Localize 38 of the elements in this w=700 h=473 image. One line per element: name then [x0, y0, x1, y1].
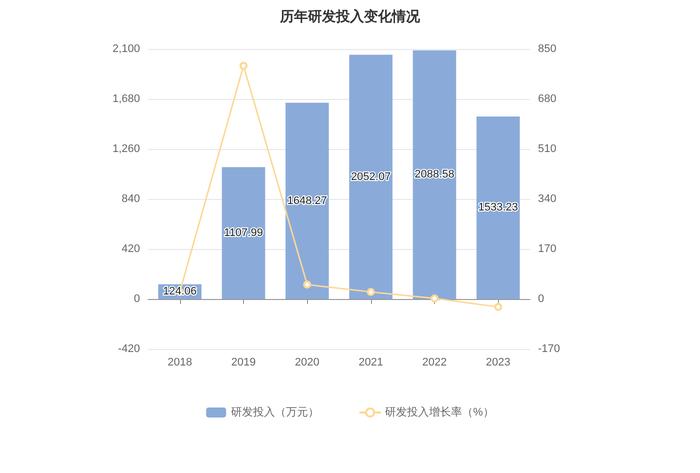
y-tick-label: 1,260	[112, 143, 140, 155]
x-tick-label: 2021	[358, 356, 384, 368]
bar	[476, 116, 520, 299]
point	[366, 288, 375, 296]
y-tick-label: 2,100	[112, 43, 140, 55]
point	[303, 280, 312, 289]
y2-tick-label: 680	[538, 93, 556, 105]
y2-tick-label: -170	[538, 343, 560, 355]
chart-title: 历年研发投入变化情况	[279, 8, 421, 24]
y-tick-label: -420	[118, 343, 140, 355]
y2-tick-label: 340	[538, 193, 556, 205]
y-tick-label: 0	[134, 293, 140, 305]
x-tick-label: 2018	[168, 356, 192, 368]
legend-label: 研发投入（万元）	[231, 406, 320, 418]
bar	[349, 54, 392, 299]
point	[494, 302, 502, 311]
bar	[286, 102, 329, 299]
y-tick-label: 1,680	[112, 93, 140, 105]
y-tick-label: 840	[122, 193, 140, 205]
legend-label: 研发投入增长率（%）	[385, 406, 494, 418]
point	[240, 62, 248, 70]
data-label: 1107.99	[224, 227, 263, 240]
y-tick-label: 420	[122, 243, 140, 255]
point	[430, 294, 438, 302]
y2-tick-label: 0	[538, 293, 544, 305]
data-label: 2088.58	[414, 168, 454, 181]
y2-tick-label: 850	[538, 43, 556, 55]
x-tick-label: 2019	[231, 356, 256, 368]
bar	[222, 167, 266, 299]
x-tick-label: 2022	[422, 356, 447, 368]
y2-tick-label: 170	[538, 243, 556, 255]
bar	[412, 50, 456, 299]
data-label: 1533.23	[478, 202, 518, 214]
data-label: 1648.27	[287, 194, 328, 207]
x-tick-label: 2020	[294, 356, 320, 368]
data-label: 2052.07	[350, 170, 391, 183]
y2-tick-label: 510	[538, 143, 556, 155]
x-tick-label: 2023	[486, 356, 510, 368]
